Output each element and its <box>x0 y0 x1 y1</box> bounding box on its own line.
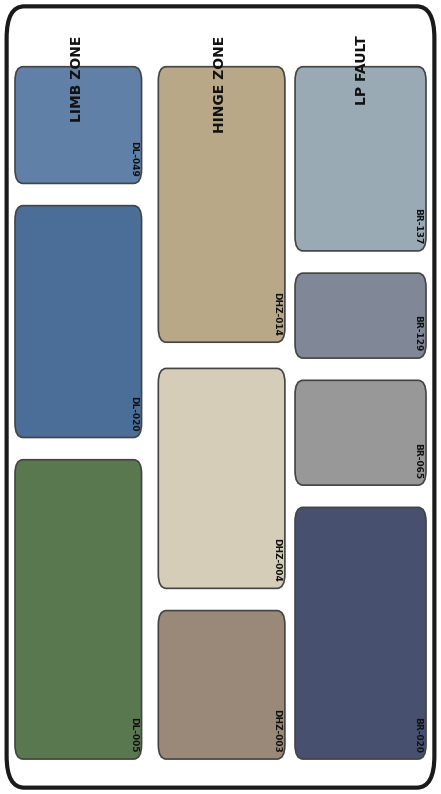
Text: LIMB ZONE: LIMB ZONE <box>70 36 84 122</box>
FancyBboxPatch shape <box>158 368 285 588</box>
FancyBboxPatch shape <box>158 67 285 342</box>
Text: DL-020: DL-020 <box>129 395 138 431</box>
FancyBboxPatch shape <box>295 67 426 251</box>
FancyBboxPatch shape <box>15 67 142 183</box>
FancyBboxPatch shape <box>295 507 426 759</box>
FancyBboxPatch shape <box>158 611 285 759</box>
Text: BR-065: BR-065 <box>414 443 422 479</box>
Text: HINGE ZONE: HINGE ZONE <box>213 36 228 133</box>
Text: BR-137: BR-137 <box>414 208 422 245</box>
FancyBboxPatch shape <box>295 380 426 485</box>
Text: BR-129: BR-129 <box>414 315 422 352</box>
FancyBboxPatch shape <box>15 460 142 759</box>
Text: DL-005: DL-005 <box>129 717 138 753</box>
Text: DHZ-004: DHZ-004 <box>273 538 281 582</box>
FancyBboxPatch shape <box>15 206 142 437</box>
Text: DL-049: DL-049 <box>129 141 138 177</box>
Text: BR-020: BR-020 <box>414 717 422 753</box>
Text: LP FAULT: LP FAULT <box>355 36 369 106</box>
FancyBboxPatch shape <box>295 273 426 358</box>
Text: DHZ-014: DHZ-014 <box>273 292 281 336</box>
FancyBboxPatch shape <box>7 6 434 788</box>
Text: DHZ-003: DHZ-003 <box>273 709 281 753</box>
